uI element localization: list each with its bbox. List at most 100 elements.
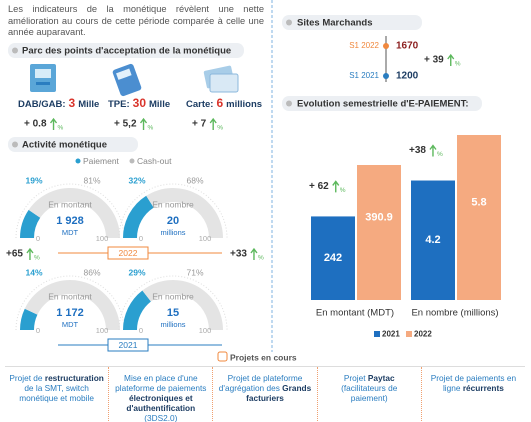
- project-text: Projet de: [9, 373, 45, 383]
- legend-swatch: [406, 331, 412, 337]
- project-text: restructuration: [44, 373, 104, 383]
- acceptance-label: DAB/GAB: 3 Mille: [18, 96, 99, 110]
- site-value: 1200: [396, 71, 419, 82]
- gauge-cash-out: [142, 280, 223, 330]
- legend-dot: [129, 158, 135, 164]
- project-text: Projet de plateforme d'agrégation des: [218, 373, 303, 393]
- gauge-paiement: [20, 209, 41, 238]
- acceptance-value: 3: [69, 96, 76, 110]
- growth-icon: %: [332, 180, 346, 194]
- gauge-ring: [118, 275, 228, 331]
- bar: [357, 165, 401, 300]
- growth-arrow: [49, 117, 58, 130]
- acceptance-label: Carte:: [186, 99, 213, 110]
- gauge-value: 15: [167, 307, 179, 319]
- project-text: Paytac: [367, 373, 395, 383]
- bar-value: 5.8: [471, 196, 486, 208]
- growth-icon-label: %: [217, 125, 223, 132]
- gauge-unit: millions: [160, 320, 185, 329]
- projects-icon: [217, 351, 228, 362]
- timeline-dot: [383, 43, 389, 49]
- site-value: 1670: [396, 41, 419, 52]
- gauge-label: En nombre: [152, 291, 194, 301]
- acceptance-unit: Mille: [78, 99, 99, 110]
- project-item: Mise en place d'une plateforme de paieme…: [108, 367, 212, 422]
- growth-icon-label: %: [148, 125, 154, 132]
- gauge-scale: 0: [36, 234, 40, 243]
- projects-title: Projets en cours: [230, 352, 297, 362]
- growth-value: +38: [409, 145, 426, 156]
- gauge-percent: 81%: [83, 175, 100, 185]
- acceptance-label: DAB/GAB:: [18, 99, 66, 110]
- growth-icon: %: [447, 53, 461, 68]
- acceptance-value: 30: [133, 96, 147, 110]
- year-label: 2021: [119, 340, 138, 350]
- legend-dot: [75, 158, 81, 164]
- project-text: Projet de paiements en ligne: [430, 373, 517, 393]
- gauge-percent: 71%: [186, 267, 203, 277]
- gauge-unit: MDT: [62, 228, 79, 237]
- growth-arrow: [209, 117, 217, 130]
- growth-arrow: [139, 117, 148, 130]
- gauge-cash-out: [28, 188, 120, 238]
- acceptance-unit: millions: [226, 99, 262, 110]
- timeline-dot: [383, 73, 389, 79]
- gauge-unit: millions: [160, 228, 185, 237]
- gauge-paiement: [20, 308, 38, 330]
- projects-list: Projet de restructuration de la SMT, swi…: [5, 366, 525, 422]
- bar-value: 390.9: [365, 211, 393, 223]
- growth-value: + 5,2: [114, 119, 137, 130]
- gauge-paiement: [123, 195, 154, 238]
- growth-icon: %: [49, 117, 64, 132]
- site-period: S1 2022: [349, 41, 379, 50]
- growth-value: + 39: [424, 55, 444, 66]
- gauge-value: 1 928: [56, 215, 84, 227]
- growth-arrow: [332, 180, 340, 193]
- growth-arrow: [447, 53, 455, 66]
- project-text: de la SMT, switch monétique et mobile: [19, 383, 94, 403]
- gauge-scale: 100: [199, 326, 212, 335]
- gauge-label: En montant: [48, 199, 92, 209]
- acceptance-label: TPE:: [108, 99, 130, 110]
- growth-arrow: [429, 144, 437, 157]
- card-icon: [203, 65, 239, 93]
- legend-label: 2022: [414, 330, 432, 339]
- project-text: Grands facturiers: [246, 383, 312, 403]
- section-title: Activité monétique: [22, 140, 107, 151]
- gauge-cash-out: [24, 280, 120, 330]
- gauge-scale: 0: [139, 234, 143, 243]
- bar: [457, 135, 501, 300]
- intro-text: Les indicateurs de la monétique révèlent…: [8, 4, 264, 37]
- atm-icon: [30, 64, 56, 92]
- section-title: Evolution semestrielle d'E-PAIEMENT:: [297, 99, 469, 110]
- gauge-scale: 0: [139, 326, 143, 335]
- section-header: [282, 96, 482, 111]
- bar-value: 4.2: [425, 234, 440, 246]
- section-header: [282, 15, 422, 30]
- section-header: [8, 137, 138, 152]
- section-header: [8, 43, 244, 58]
- growth-icon-label: %: [34, 255, 40, 262]
- gauge-scale: 100: [199, 234, 212, 243]
- gauge-ring: [118, 183, 228, 239]
- gauge-value: 1 172: [56, 307, 84, 319]
- project-text: (facilitateurs de paiement): [341, 383, 398, 403]
- legend-label: Cash-out: [137, 156, 172, 166]
- growth-icon: %: [209, 117, 223, 132]
- gauge-scale: 100: [96, 326, 109, 335]
- gauge-scale: 0: [36, 326, 40, 335]
- project-text: récurrents: [462, 383, 504, 393]
- gauge-ring: [15, 275, 125, 331]
- gauge-percent: 19%: [25, 175, 42, 185]
- acceptance-unit: Mille: [149, 99, 170, 110]
- growth-icon-label: %: [58, 125, 64, 132]
- legend-label: 2021: [382, 330, 400, 339]
- growth-icon-label: %: [258, 255, 264, 262]
- year-box: [107, 338, 149, 352]
- section-title: Parc des points d'acceptation de la moné…: [22, 46, 231, 57]
- bar: [411, 180, 455, 300]
- project-text: Projet: [343, 373, 368, 383]
- project-item: Projet de plateforme d'agrégation des Gr…: [212, 367, 316, 421]
